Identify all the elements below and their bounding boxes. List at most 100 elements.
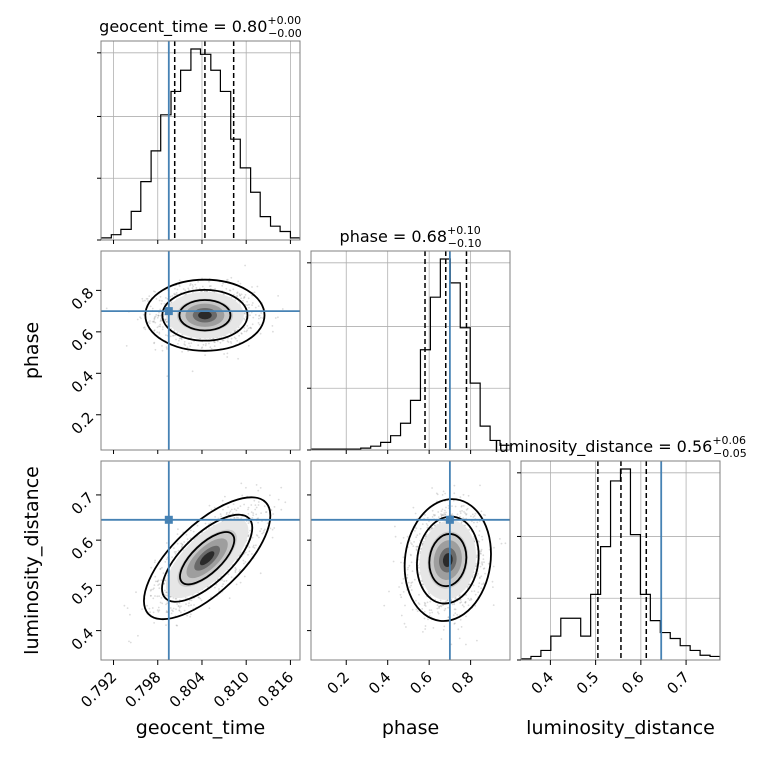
sample-point bbox=[180, 545, 183, 548]
sample-point bbox=[129, 641, 132, 644]
sample-point bbox=[223, 580, 226, 583]
sample-point bbox=[465, 508, 468, 511]
sample-point bbox=[437, 516, 440, 518]
sample-point bbox=[146, 298, 149, 300]
sample-point bbox=[474, 565, 477, 567]
sample-point bbox=[250, 504, 253, 506]
sample-point bbox=[188, 342, 190, 345]
sample-point bbox=[173, 293, 176, 296]
sample-point bbox=[252, 512, 255, 514]
sample-point bbox=[421, 542, 424, 545]
sample-point bbox=[481, 562, 483, 565]
marginal-title-phase: phase = 0.68+0.10 −0.10 bbox=[340, 224, 482, 250]
sample-point bbox=[192, 285, 195, 288]
sample-point bbox=[259, 530, 261, 533]
sample-point bbox=[241, 515, 244, 518]
sample-point bbox=[153, 320, 155, 323]
sample-point bbox=[259, 332, 262, 335]
sample-point bbox=[172, 610, 174, 613]
sample-point bbox=[222, 508, 224, 511]
sample-point bbox=[271, 528, 274, 531]
sample-point bbox=[425, 523, 428, 525]
sample-point bbox=[444, 513, 446, 516]
sample-point bbox=[159, 314, 162, 317]
sample-point bbox=[228, 511, 231, 514]
sample-point bbox=[428, 609, 431, 612]
sample-point bbox=[442, 490, 445, 493]
sample-point bbox=[438, 605, 441, 608]
sample-point bbox=[254, 508, 257, 511]
sample-point bbox=[263, 529, 265, 532]
sample-point bbox=[415, 608, 418, 611]
title-plus: +0.06 bbox=[712, 434, 746, 447]
sample-point bbox=[192, 530, 195, 533]
sample-point bbox=[163, 583, 165, 585]
sample-point bbox=[214, 341, 216, 344]
injection-marker bbox=[164, 307, 173, 316]
sample-point bbox=[180, 338, 183, 341]
sample-point bbox=[480, 510, 483, 513]
sample-point bbox=[477, 540, 480, 542]
sample-point bbox=[257, 521, 259, 524]
sample-point bbox=[472, 516, 475, 518]
sample-point bbox=[226, 278, 229, 281]
sample-point bbox=[221, 339, 224, 342]
sample-point bbox=[255, 513, 258, 516]
sample-point bbox=[442, 514, 445, 517]
sample-point bbox=[441, 514, 444, 516]
sample-point bbox=[214, 288, 217, 290]
sample-point bbox=[482, 567, 485, 570]
sample-point bbox=[401, 582, 403, 585]
sample-point bbox=[252, 546, 255, 548]
sample-point bbox=[442, 604, 444, 606]
sample-point bbox=[189, 345, 192, 348]
sample-point bbox=[426, 601, 429, 604]
injection-marker bbox=[164, 515, 173, 524]
sample-point bbox=[158, 609, 161, 612]
sample-point bbox=[165, 594, 167, 597]
sample-point bbox=[128, 640, 130, 643]
sample-point bbox=[151, 320, 154, 323]
sample-point bbox=[227, 573, 230, 576]
sample-point bbox=[180, 605, 182, 608]
sample-point bbox=[204, 354, 207, 356]
panel-frame bbox=[520, 460, 721, 661]
sample-point bbox=[234, 330, 236, 333]
sample-point bbox=[227, 506, 230, 508]
sample-point bbox=[227, 337, 229, 340]
sample-point bbox=[162, 572, 165, 575]
x-tick-label: 0.798 bbox=[121, 668, 164, 711]
sample-point bbox=[247, 534, 250, 536]
sample-point bbox=[192, 291, 194, 294]
sample-point bbox=[248, 306, 250, 309]
sample-point bbox=[439, 599, 442, 602]
sample-point bbox=[160, 319, 163, 322]
sample-point bbox=[219, 341, 222, 344]
x-tick-label: 0.6 bbox=[406, 668, 436, 698]
sample-point bbox=[419, 527, 422, 530]
y-tick-label: 0.8 bbox=[68, 284, 98, 314]
sample-point bbox=[190, 604, 193, 607]
sample-point bbox=[156, 316, 159, 319]
sample-point bbox=[472, 584, 475, 587]
title-minus: −0.10 bbox=[448, 237, 482, 250]
sample-point bbox=[228, 289, 231, 292]
sample-point bbox=[126, 607, 129, 609]
sample-point bbox=[435, 492, 438, 495]
sample-point bbox=[165, 603, 167, 606]
sample-point bbox=[159, 308, 162, 311]
sample-point bbox=[157, 606, 160, 609]
sample-point bbox=[156, 580, 159, 583]
sample-point bbox=[179, 337, 182, 339]
sample-point bbox=[451, 505, 453, 507]
sample-point bbox=[465, 594, 468, 596]
sample-point bbox=[250, 511, 253, 513]
sample-point bbox=[465, 615, 467, 618]
sample-point bbox=[454, 622, 456, 625]
sample-point bbox=[125, 345, 128, 347]
sample-point bbox=[157, 579, 160, 582]
sample-point bbox=[175, 624, 178, 627]
sample-point bbox=[153, 587, 155, 590]
sample-point bbox=[178, 339, 180, 342]
